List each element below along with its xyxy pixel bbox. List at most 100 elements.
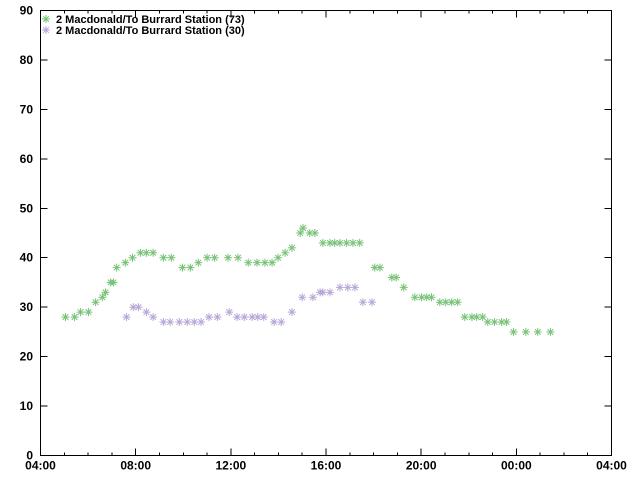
- data-point: [203, 253, 212, 262]
- data-point: [427, 293, 436, 302]
- data-point: [270, 318, 279, 326]
- data-point: [142, 308, 151, 317]
- x-tick-label: 04:00: [25, 459, 56, 473]
- data-point: [233, 253, 242, 262]
- data-point: [509, 327, 518, 336]
- data-point: [299, 224, 308, 233]
- data-point: [467, 313, 476, 322]
- data-point: [159, 253, 168, 262]
- data-point: [122, 313, 131, 322]
- data-point: [410, 293, 419, 302]
- legend-marker-icon: [42, 15, 50, 23]
- x-axis-tick-labels: 04:00 08:00 12:00 16:00 20:00 00:00 04:00: [25, 459, 627, 473]
- data-point: [210, 253, 219, 262]
- y-tick-label: 10: [20, 399, 34, 413]
- data-point: [225, 308, 234, 317]
- data-point: [233, 313, 242, 322]
- data-point: [335, 283, 344, 292]
- legend-label: 2 Macdonald/To Burrard Station (30): [56, 25, 245, 37]
- data-point: [298, 293, 307, 302]
- series-0: [61, 224, 555, 336]
- data-point: [205, 313, 214, 322]
- data-point: [342, 238, 351, 247]
- data-point: [325, 288, 334, 297]
- data-point: [149, 313, 158, 322]
- data-point: [399, 283, 408, 292]
- data-point: [142, 248, 151, 257]
- data-point: [166, 318, 175, 326]
- data-point: [490, 318, 499, 326]
- data-point: [546, 327, 555, 336]
- data-point: [521, 327, 530, 336]
- legend-marker-icon: [42, 26, 50, 34]
- data-point: [109, 278, 118, 287]
- data-point: [447, 298, 456, 307]
- y-tick-label: 80: [20, 53, 34, 67]
- x-tick-label: 20:00: [406, 459, 437, 473]
- data-point: [253, 258, 262, 267]
- data-point: [98, 293, 107, 302]
- data-point: [149, 248, 158, 257]
- series-1: [122, 283, 376, 326]
- data-point: [318, 288, 327, 297]
- y-tick-label: 30: [20, 300, 34, 314]
- y-tick-label: 90: [20, 4, 34, 18]
- x-tick-label: 12:00: [215, 459, 246, 473]
- data-point: [128, 253, 137, 262]
- data-point: [112, 263, 121, 272]
- data-point: [533, 327, 542, 336]
- legend-label: 2 Macdonald/To Burrard Station (73): [56, 14, 245, 26]
- y-tick-label: 50: [20, 201, 34, 215]
- plot-border: [40, 10, 612, 456]
- data-point: [244, 258, 253, 267]
- data-point: [502, 318, 511, 326]
- data-point: [190, 318, 199, 326]
- data-point: [61, 313, 70, 322]
- data-point: [101, 288, 110, 297]
- data-point: [375, 263, 384, 272]
- data-point: [281, 248, 290, 257]
- data-point: [350, 283, 359, 292]
- data-point: [84, 308, 93, 317]
- data-point: [343, 283, 352, 292]
- data-point: [274, 253, 283, 262]
- data-point: [194, 258, 203, 267]
- y-tick-label: 20: [20, 350, 34, 364]
- data-point: [76, 308, 85, 317]
- data-point: [287, 308, 296, 317]
- data-point: [129, 303, 138, 312]
- y-tick-label: 60: [20, 152, 34, 166]
- data-point: [310, 229, 319, 237]
- data-point: [335, 238, 344, 247]
- data-point: [213, 313, 222, 322]
- data-point: [197, 318, 206, 326]
- x-tick-label: 08:00: [120, 459, 151, 473]
- data-point: [259, 313, 268, 322]
- data-point: [224, 253, 233, 262]
- data-point: [121, 258, 130, 267]
- data-point: [167, 253, 176, 262]
- data-point: [134, 303, 143, 312]
- data-point: [178, 263, 187, 272]
- data-point: [70, 313, 79, 322]
- y-axis-tick-labels: 0 10 20 30 40 50 60 70 80 90: [20, 4, 34, 463]
- x-tick-label: 00:00: [501, 459, 532, 473]
- data-point: [460, 313, 469, 322]
- data-point: [277, 318, 286, 326]
- data-point: [358, 298, 367, 307]
- y-tick-label: 0: [26, 449, 33, 463]
- data-point: [392, 273, 401, 282]
- data-point: [159, 318, 168, 326]
- data-point: [453, 298, 462, 307]
- data-point: [330, 238, 339, 247]
- data-point: [287, 243, 296, 252]
- x-tick-label: 16:00: [311, 459, 342, 473]
- data-point: [186, 263, 195, 272]
- data-point: [308, 293, 317, 302]
- data-point: [175, 318, 184, 326]
- y-tick-label: 70: [20, 102, 34, 116]
- data-point: [355, 238, 364, 247]
